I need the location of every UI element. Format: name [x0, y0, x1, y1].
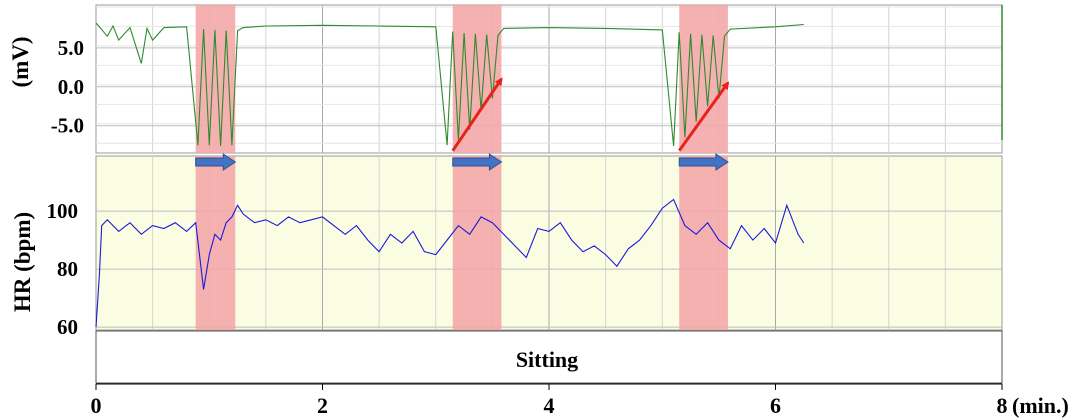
y-tick-label: 80	[57, 257, 78, 281]
trend-arrow	[678, 81, 730, 152]
ecg-series	[95, 22, 804, 147]
hr-grid	[96, 156, 1002, 330]
x-axis: 0 2 4 6 8 (min.)	[91, 383, 1069, 418]
hr-y-axis-label: HR (bpm)	[10, 212, 35, 312]
y-tick-label: 60	[57, 315, 78, 339]
highlight-region	[452, 156, 502, 330]
y-tick-label: -5.0	[51, 114, 84, 138]
ecg-trend-arrows	[451, 77, 730, 152]
x-tick-label: 8	[997, 393, 1008, 418]
highlight-region	[679, 5, 728, 153]
ecg-panel: 5.0 0.0 -5.0 (mV)	[8, 4, 1003, 154]
activity-box	[95, 330, 1003, 384]
duration-arrow	[452, 153, 503, 171]
x-ticks: 0 2 4 6 8	[91, 384, 1008, 418]
series-line	[95, 198, 805, 328]
highlight-region	[452, 5, 502, 153]
trend-arrow	[451, 77, 503, 152]
y-tick-label: 0.0	[58, 75, 84, 99]
duration-arrow	[678, 153, 729, 171]
highlight-region	[679, 156, 728, 330]
x-axis-unit-label: (min.)	[1012, 393, 1069, 418]
x-tick-label: 6	[770, 393, 781, 418]
series-line	[95, 22, 804, 147]
ecg-y-ticks: 5.0 0.0 -5.0	[51, 36, 84, 138]
hr-highlight-regions	[195, 156, 728, 330]
x-tick-label: 2	[317, 393, 328, 418]
ecg-highlight-regions	[195, 5, 728, 153]
duration-arrow	[195, 153, 237, 171]
highlight-region	[195, 156, 236, 330]
x-tick-label: 0	[91, 393, 102, 418]
activity-bar: Sitting	[95, 330, 1003, 384]
ecg-y-axis-label: (mV)	[8, 36, 33, 87]
y-tick-label: 100	[47, 199, 79, 223]
hr-duration-arrows	[195, 153, 729, 171]
x-tick-label: 4	[544, 393, 555, 418]
hr-series	[95, 198, 805, 328]
y-tick-label: 5.0	[58, 36, 84, 60]
hr-y-ticks: 100 80 60	[47, 199, 79, 339]
hr-panel: 100 80 60 HR (bpm)	[10, 153, 1003, 339]
activity-label: Sitting	[516, 347, 578, 372]
